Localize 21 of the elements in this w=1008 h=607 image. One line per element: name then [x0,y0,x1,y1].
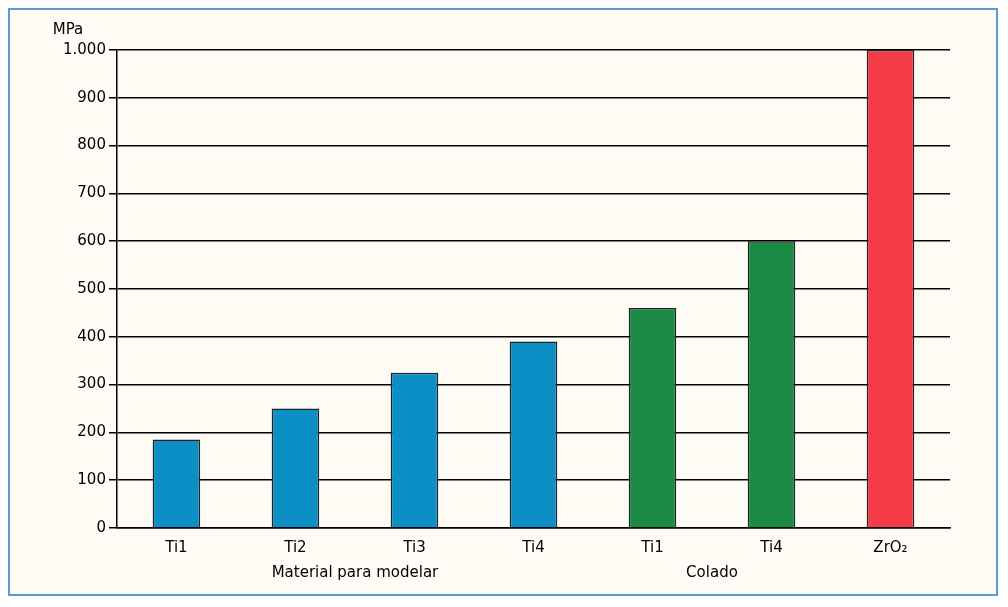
x-tick-label: Ti4 [759,537,783,556]
y-axis-title: MPa [52,20,84,39]
y-tick-label: 100 [77,470,106,489]
x-tick-label: Ti4 [521,537,545,556]
x-tick-label: Ti1 [164,537,188,556]
y-tick-label: 700 [77,183,106,202]
y-tick-label: 800 [77,135,106,154]
text: Material para modelar [271,563,440,582]
y-tick-label: 1.000 [62,39,106,58]
y-tick-label: 500 [77,278,106,297]
y-tick-label: 0 [96,517,106,536]
x-tick-label: Ti1 [640,537,664,556]
y-tick-label: 900 [77,87,106,106]
y-tick-label: 400 [77,326,106,345]
x-tick-label: Ti3 [402,537,426,556]
text: Colado [686,563,738,582]
y-tick-label: 600 [77,231,106,250]
x-tick-label: Ti2 [283,537,307,556]
y-tick-label: 300 [77,374,106,393]
x-tick-label: ZrO₂ [873,537,908,556]
y-tick-label: 200 [77,422,106,441]
